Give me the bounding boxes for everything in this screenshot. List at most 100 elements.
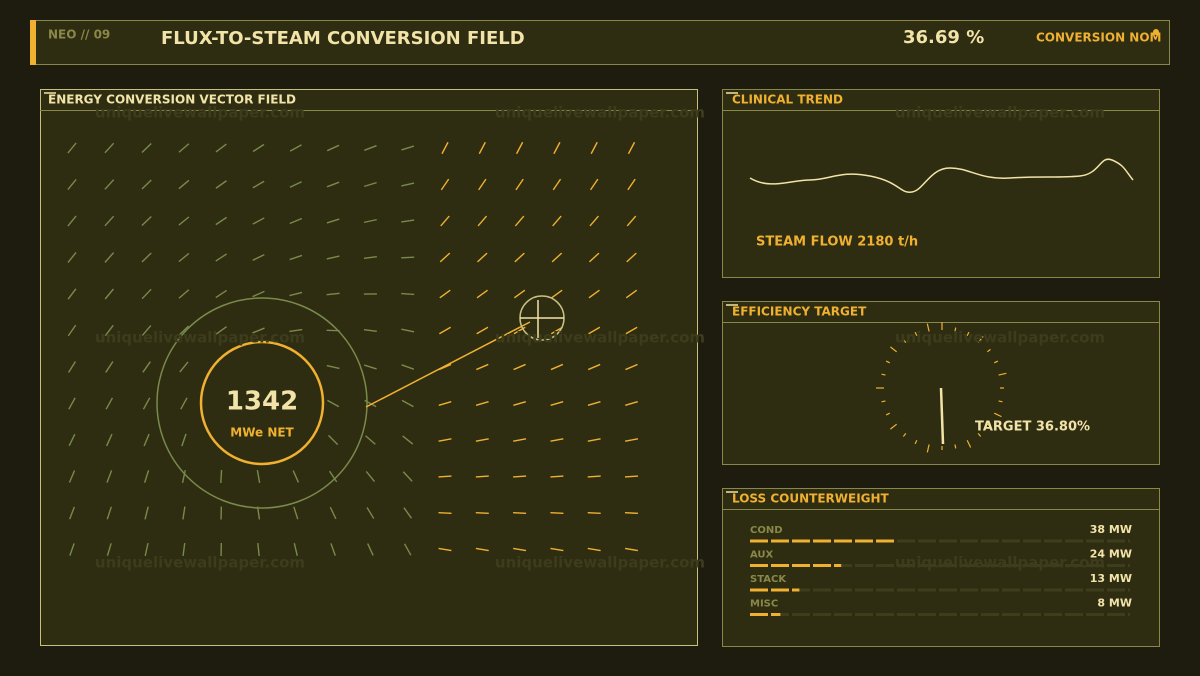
gauge-tick: [890, 423, 898, 430]
gauge-needle: [939, 387, 945, 445]
panel-frame: [40, 89, 698, 646]
vector: [476, 326, 489, 335]
gauge-tick: [986, 348, 991, 353]
vector: [182, 506, 186, 520]
vector: [626, 215, 637, 227]
vector: [68, 470, 76, 483]
watermark: uniquelivewallpaper.com: [495, 329, 705, 347]
vector: [289, 328, 303, 333]
gauge-tick: [954, 327, 957, 332]
gauge: [876, 322, 1007, 453]
vector: [141, 325, 152, 336]
vector: [67, 142, 77, 154]
vector: [289, 181, 302, 188]
vector: [106, 470, 113, 483]
vector: [550, 400, 564, 407]
core-ring: [199, 340, 325, 466]
vector: [104, 179, 115, 190]
vector: [587, 475, 601, 478]
vector: [477, 252, 488, 263]
vector: [551, 252, 563, 263]
vector: [326, 181, 340, 188]
vector: [441, 141, 449, 155]
gauge-tick: [954, 444, 957, 449]
vector: [513, 400, 527, 407]
watermark: uniquelivewallpaper.com: [95, 104, 305, 122]
vector: [402, 471, 413, 482]
vector: [178, 289, 190, 299]
panels: [40, 89, 1160, 647]
vector: [624, 475, 639, 478]
vector: [438, 511, 452, 515]
vector: [553, 141, 561, 155]
vector: [477, 215, 488, 227]
vector: [401, 182, 415, 187]
vector: [550, 363, 564, 371]
vector: [104, 324, 114, 337]
vector: [401, 219, 415, 223]
vector: [104, 252, 115, 263]
gauge-tick: [885, 360, 891, 364]
trend-label: STEAM FLOW 2180 t/h: [756, 235, 918, 250]
vector: [513, 289, 526, 299]
vector: [476, 363, 489, 371]
gauge-tick: [881, 400, 886, 403]
vector: [513, 438, 527, 442]
watermark: uniquelivewallpaper.com: [895, 104, 1105, 122]
vector: [67, 215, 77, 227]
vector: [439, 326, 451, 335]
gauge-tick: [986, 423, 991, 428]
vector: [475, 511, 489, 515]
vector: [439, 289, 451, 299]
probe-line: [365, 321, 531, 408]
loss-value: 8 MW: [1097, 597, 1132, 610]
vector: [625, 363, 638, 371]
vector: [256, 506, 261, 520]
target-label: TARGET 36.80%: [975, 420, 1090, 435]
vector: [141, 288, 152, 300]
vector: [587, 511, 601, 515]
vector: [363, 364, 377, 370]
gauge-tick: [998, 400, 1003, 403]
vector: [326, 144, 340, 152]
header-code: NEO // 09: [48, 28, 110, 42]
vector: [68, 397, 76, 410]
vector: [106, 543, 112, 556]
vector: [587, 547, 601, 552]
vector: [289, 217, 303, 225]
vector: [475, 400, 489, 407]
vector: [215, 253, 228, 262]
vector: [475, 547, 489, 552]
vector: [625, 400, 638, 407]
header-title: FLUX-TO-STEAM CONVERSION FIELD: [161, 28, 525, 49]
vector: [590, 141, 598, 155]
watermark: uniquelivewallpaper.com: [495, 554, 705, 572]
gauge-tick: [998, 372, 1007, 376]
vector: [215, 180, 227, 189]
vector: [327, 399, 340, 408]
gauge-tick: [993, 412, 1002, 418]
vector: [401, 292, 415, 296]
vector: [475, 475, 489, 478]
core-unit: MWe NET: [230, 426, 294, 440]
vector: [142, 397, 151, 410]
gauge-tick: [966, 331, 970, 337]
vector: [625, 289, 638, 299]
watermarks: uniquelivewallpaper.com uniquelivewallpap…: [95, 104, 1105, 572]
panel-frame: [722, 488, 1160, 647]
vector: [141, 252, 152, 263]
watermark: uniquelivewallpaper.com: [895, 554, 1105, 572]
vector: [329, 506, 337, 520]
vector: [588, 326, 601, 335]
loss-name: STACK: [750, 574, 787, 585]
vector: [181, 469, 186, 484]
gauge-tick: [966, 439, 972, 448]
vector: [589, 215, 599, 227]
watermark: uniquelivewallpaper.com: [95, 554, 305, 572]
header-accent: [30, 20, 36, 65]
vector: [292, 470, 300, 483]
loss-value: 24 MW: [1090, 548, 1132, 561]
gauge-tick: [902, 339, 907, 344]
vector: [363, 181, 377, 188]
